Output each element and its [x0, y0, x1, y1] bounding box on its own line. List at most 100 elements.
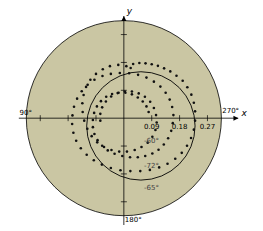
point — [136, 156, 139, 159]
x-tick — [68, 115, 69, 121]
point — [133, 149, 136, 152]
point — [149, 100, 152, 103]
x-tick-label: 0.27 — [200, 123, 216, 131]
point — [153, 80, 156, 83]
point — [150, 63, 153, 66]
point — [155, 114, 158, 117]
y-axis-line — [123, 16, 124, 225]
point — [106, 149, 109, 152]
x-tick — [179, 115, 180, 121]
points — [71, 62, 197, 173]
point — [109, 65, 112, 68]
point — [110, 95, 113, 98]
point — [141, 100, 144, 103]
point — [110, 73, 113, 76]
point — [132, 63, 135, 66]
point — [113, 152, 116, 155]
x-axis-label: x — [240, 108, 247, 118]
y-tick — [121, 34, 127, 35]
point — [172, 114, 175, 117]
point — [144, 155, 147, 158]
point — [73, 105, 76, 108]
x-tick — [207, 115, 208, 121]
point — [131, 90, 134, 93]
point — [101, 75, 104, 78]
point — [140, 146, 143, 149]
point — [144, 62, 147, 65]
point — [125, 65, 128, 68]
point — [110, 149, 113, 152]
point — [101, 163, 104, 166]
point — [162, 143, 165, 146]
point — [85, 153, 88, 156]
point — [163, 67, 166, 70]
point — [190, 93, 193, 96]
point — [80, 147, 83, 150]
point — [136, 96, 139, 99]
x-tick — [151, 115, 152, 121]
point — [81, 102, 84, 105]
point — [129, 156, 132, 159]
point — [153, 107, 156, 110]
plot-area — [19, 16, 239, 225]
point — [99, 119, 102, 122]
y-tick — [121, 146, 127, 147]
point — [186, 144, 189, 147]
point — [93, 112, 96, 115]
point — [93, 159, 96, 162]
point — [105, 100, 108, 103]
x-tick — [40, 115, 41, 121]
point — [110, 167, 113, 170]
x-tick — [95, 115, 96, 121]
point — [75, 139, 78, 142]
point — [105, 96, 108, 99]
point — [129, 67, 132, 70]
point — [89, 78, 92, 81]
point — [118, 150, 121, 153]
point — [123, 90, 126, 93]
point — [174, 157, 177, 160]
chart: 0.090.180.27xy270°180°90°-60°-72°-65° — [0, 0, 263, 231]
point — [76, 97, 79, 100]
point — [96, 141, 99, 144]
point — [128, 72, 131, 75]
point — [137, 92, 140, 95]
point — [71, 123, 74, 126]
point — [119, 169, 122, 172]
point — [100, 100, 103, 103]
fit-circle — [87, 72, 195, 180]
point — [175, 74, 178, 77]
point — [145, 105, 148, 108]
point — [99, 113, 102, 116]
point — [168, 98, 171, 101]
point — [95, 73, 98, 76]
point — [131, 93, 134, 96]
point — [194, 119, 197, 122]
point — [171, 106, 174, 109]
point — [138, 62, 141, 65]
point — [85, 86, 88, 89]
point — [166, 162, 169, 165]
point — [101, 106, 104, 109]
point — [129, 170, 132, 173]
point — [71, 114, 74, 117]
point — [82, 94, 85, 97]
point — [167, 137, 170, 140]
point — [90, 135, 93, 138]
point — [81, 111, 84, 114]
point — [92, 119, 95, 122]
point — [180, 152, 183, 155]
point — [93, 78, 96, 81]
point — [194, 110, 197, 113]
point — [169, 70, 172, 73]
annotation: 90° — [20, 109, 32, 117]
x-axis-line — [19, 118, 239, 119]
y-tick — [121, 173, 127, 174]
point — [157, 148, 160, 151]
point — [117, 64, 120, 67]
point — [103, 146, 106, 149]
point — [119, 72, 122, 75]
x-arrow — [233, 116, 238, 121]
point — [147, 111, 150, 114]
y-axis-label: y — [126, 6, 133, 16]
